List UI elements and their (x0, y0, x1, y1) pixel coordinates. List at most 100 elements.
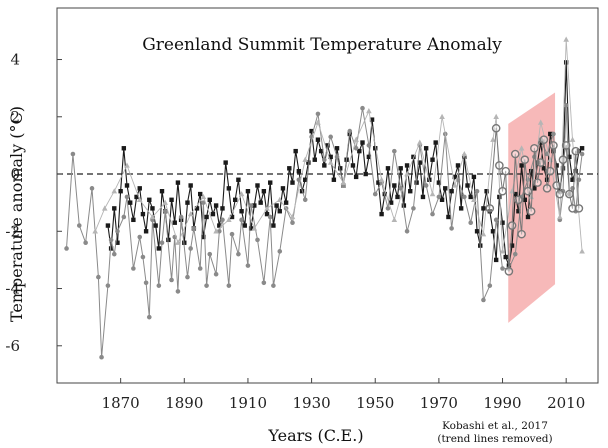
data-point (306, 160, 311, 165)
data-point (226, 283, 232, 288)
data-point (328, 134, 333, 140)
data-point (277, 249, 283, 254)
data-point (178, 214, 184, 220)
data-point (239, 217, 244, 223)
data-point (574, 204, 584, 213)
data-point (500, 220, 505, 225)
data-point (360, 140, 365, 145)
data-point (315, 137, 321, 142)
data-point (261, 280, 267, 286)
plot-frame (56, 7, 599, 384)
data-point (131, 266, 136, 271)
data-point (510, 149, 520, 159)
data-point (217, 223, 222, 228)
x-tick-label: 1870 (102, 394, 140, 412)
data-point (462, 154, 467, 160)
data-point (220, 217, 225, 223)
data-point (517, 229, 526, 239)
data-point (493, 217, 499, 223)
data-point (194, 206, 200, 211)
data-point (512, 251, 518, 257)
data-point (197, 266, 203, 271)
data-point (115, 228, 120, 234)
data-point (526, 206, 536, 216)
data-point (226, 216, 232, 223)
data-point (226, 186, 232, 191)
data-point (251, 225, 258, 231)
data-point (245, 263, 251, 268)
data-point (191, 226, 197, 231)
data-point (392, 148, 397, 154)
data-point (338, 166, 343, 171)
data-point (271, 223, 276, 228)
data-point (255, 237, 260, 243)
data-point (357, 148, 362, 154)
data-point (328, 154, 333, 160)
data-point (112, 206, 117, 211)
data-point (366, 154, 372, 160)
data-point (487, 283, 493, 288)
data-point (436, 194, 442, 200)
data-point (411, 206, 416, 211)
data-point (271, 283, 276, 288)
data-point (204, 214, 209, 220)
data-point (185, 200, 190, 205)
data-point (159, 189, 165, 194)
data-point (99, 354, 104, 360)
data-point (124, 162, 130, 168)
data-point (124, 183, 130, 188)
data-point (325, 143, 330, 148)
chart-title: Greenland Summit Temperature Anomaly (142, 35, 502, 55)
data-point (378, 176, 385, 182)
data-point (443, 186, 448, 191)
data-point (528, 168, 534, 174)
data-point (146, 314, 152, 320)
data-point (554, 163, 559, 168)
data-point (248, 203, 254, 208)
data-point (570, 177, 575, 182)
data-point (417, 160, 422, 165)
data-point (507, 221, 517, 230)
data-point (536, 158, 546, 167)
data-point (497, 194, 502, 200)
data-point (404, 228, 410, 234)
data-point (530, 143, 539, 153)
data-point (327, 159, 334, 165)
data-point (439, 197, 445, 202)
data-point (290, 180, 295, 185)
data-point (404, 163, 410, 168)
data-point (92, 228, 98, 234)
data-point (388, 200, 394, 205)
data-point (76, 223, 82, 228)
y-axis-title: Temperature anomaly (°C) (7, 106, 26, 322)
data-point (573, 168, 578, 174)
data-point (340, 179, 347, 185)
data-point (513, 191, 518, 197)
data-point (423, 146, 429, 151)
data-point (245, 189, 251, 194)
data-point (318, 148, 324, 154)
data-point (312, 157, 317, 162)
data-point (153, 223, 158, 228)
data-point (213, 203, 219, 208)
data-point (108, 237, 114, 243)
data-point (236, 177, 241, 182)
data-point (557, 213, 563, 220)
data-point (334, 146, 340, 151)
data-point (558, 155, 568, 165)
data-point (255, 183, 260, 188)
data-point (162, 199, 168, 205)
data-point (136, 196, 143, 202)
data-point (360, 105, 365, 111)
data-point (322, 157, 327, 163)
data-point (458, 206, 464, 211)
data-point (366, 108, 372, 114)
data-point (491, 123, 501, 133)
data-point (140, 211, 146, 217)
data-point (350, 163, 356, 168)
data-point (366, 143, 372, 148)
data-point (200, 193, 207, 200)
data-point (293, 148, 298, 154)
data-point (379, 211, 384, 217)
data-point (563, 36, 569, 42)
